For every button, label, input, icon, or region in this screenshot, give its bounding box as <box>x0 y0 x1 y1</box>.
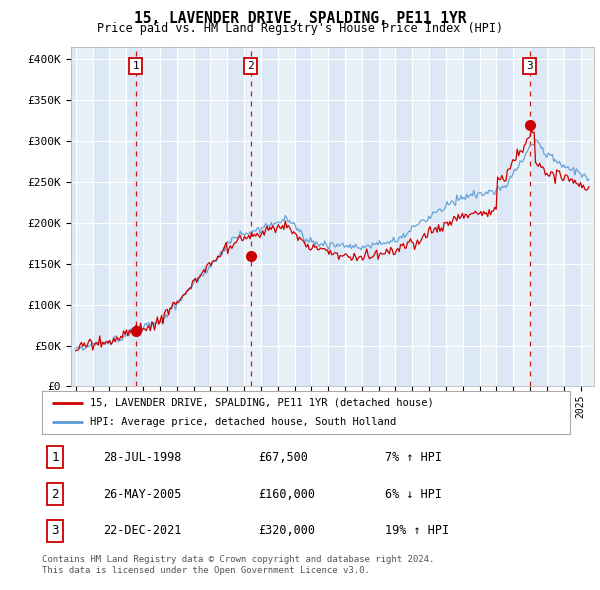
Bar <box>127 47 143 386</box>
Text: 3: 3 <box>52 525 59 537</box>
Bar <box>513 47 530 386</box>
Bar <box>244 47 261 386</box>
Text: This data is licensed under the Open Government Licence v3.0.: This data is licensed under the Open Gov… <box>42 566 370 575</box>
Bar <box>564 47 581 386</box>
Bar <box>92 47 109 386</box>
Bar <box>295 47 311 386</box>
Text: Contains HM Land Registry data © Crown copyright and database right 2024.: Contains HM Land Registry data © Crown c… <box>42 555 434 563</box>
Bar <box>177 47 194 386</box>
Bar <box>496 47 513 386</box>
Bar <box>379 47 395 386</box>
Bar <box>160 47 177 386</box>
Bar <box>261 47 278 386</box>
Bar <box>76 47 92 386</box>
Text: 1: 1 <box>133 61 139 71</box>
Text: £67,500: £67,500 <box>259 451 308 464</box>
Bar <box>194 47 211 386</box>
Text: 19% ↑ HPI: 19% ↑ HPI <box>385 525 449 537</box>
Bar <box>530 47 547 386</box>
Text: 15, LAVENDER DRIVE, SPALDING, PE11 1YR (detached house): 15, LAVENDER DRIVE, SPALDING, PE11 1YR (… <box>89 398 433 408</box>
Text: Price paid vs. HM Land Registry's House Price Index (HPI): Price paid vs. HM Land Registry's House … <box>97 22 503 35</box>
Text: £320,000: £320,000 <box>259 525 316 537</box>
Text: 2: 2 <box>52 487 59 501</box>
Text: 28-JUL-1998: 28-JUL-1998 <box>103 451 181 464</box>
Text: 15, LAVENDER DRIVE, SPALDING, PE11 1YR: 15, LAVENDER DRIVE, SPALDING, PE11 1YR <box>134 11 466 25</box>
Bar <box>109 47 127 386</box>
Bar <box>278 47 295 386</box>
Text: HPI: Average price, detached house, South Holland: HPI: Average price, detached house, Sout… <box>89 417 396 427</box>
Bar <box>547 47 564 386</box>
Text: 6% ↓ HPI: 6% ↓ HPI <box>385 487 442 501</box>
Text: 26-MAY-2005: 26-MAY-2005 <box>103 487 181 501</box>
Bar <box>227 47 244 386</box>
Text: 1: 1 <box>52 451 59 464</box>
Bar <box>429 47 446 386</box>
Bar <box>143 47 160 386</box>
Text: 2: 2 <box>247 61 254 71</box>
Text: 7% ↑ HPI: 7% ↑ HPI <box>385 451 442 464</box>
Bar <box>463 47 479 386</box>
Bar <box>395 47 412 386</box>
Bar <box>211 47 227 386</box>
Bar <box>446 47 463 386</box>
Bar <box>581 47 594 386</box>
Text: 3: 3 <box>526 61 533 71</box>
Bar <box>311 47 328 386</box>
Bar <box>345 47 362 386</box>
Text: £160,000: £160,000 <box>259 487 316 501</box>
Bar <box>362 47 379 386</box>
Text: 22-DEC-2021: 22-DEC-2021 <box>103 525 181 537</box>
Bar <box>412 47 429 386</box>
Bar <box>479 47 496 386</box>
Bar <box>328 47 345 386</box>
